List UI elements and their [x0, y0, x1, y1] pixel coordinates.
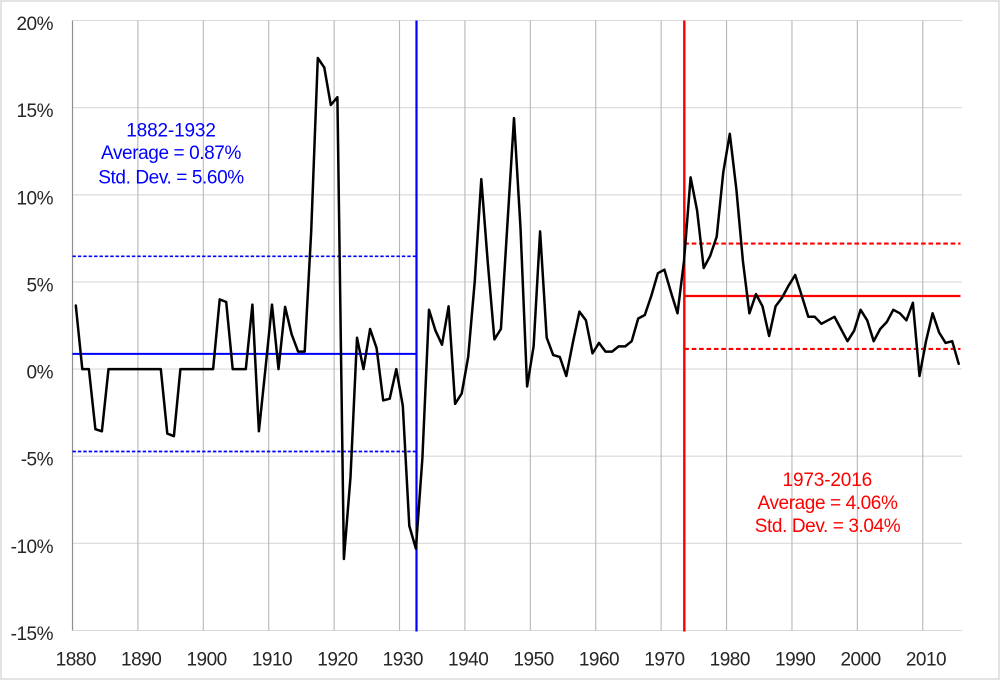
svg-text:1900: 1900 [186, 650, 226, 671]
svg-text:Std. Dev. = 5.60%: Std. Dev. = 5.60% [98, 168, 244, 189]
svg-text:2000: 2000 [840, 650, 880, 671]
svg-text:1920: 1920 [317, 650, 357, 671]
svg-text:-10%: -10% [11, 537, 54, 558]
svg-text:Average = 0.87%: Average = 0.87% [101, 143, 241, 164]
svg-text:1930: 1930 [383, 650, 423, 671]
svg-text:1882-1932: 1882-1932 [126, 121, 216, 142]
svg-text:-5%: -5% [21, 450, 54, 471]
svg-text:10%: 10% [16, 188, 53, 209]
svg-text:1950: 1950 [513, 650, 553, 671]
svg-text:0%: 0% [27, 363, 54, 384]
svg-text:1980: 1980 [710, 650, 750, 671]
svg-text:-15%: -15% [11, 624, 54, 645]
svg-text:1940: 1940 [448, 650, 488, 671]
svg-text:1890: 1890 [121, 650, 161, 671]
svg-text:1970: 1970 [644, 650, 684, 671]
svg-text:5%: 5% [27, 275, 54, 296]
svg-text:1910: 1910 [252, 650, 292, 671]
svg-text:1880: 1880 [56, 650, 96, 671]
svg-text:2010: 2010 [906, 650, 946, 671]
svg-text:1973-2016: 1973-2016 [783, 470, 873, 491]
svg-text:1990: 1990 [775, 650, 815, 671]
svg-text:20%: 20% [16, 14, 53, 35]
svg-text:Average = 4.06%: Average = 4.06% [758, 493, 898, 514]
svg-text:Std. Dev. = 3.04%: Std. Dev. = 3.04% [755, 516, 901, 537]
svg-text:15%: 15% [16, 101, 53, 122]
svg-text:1960: 1960 [579, 650, 619, 671]
